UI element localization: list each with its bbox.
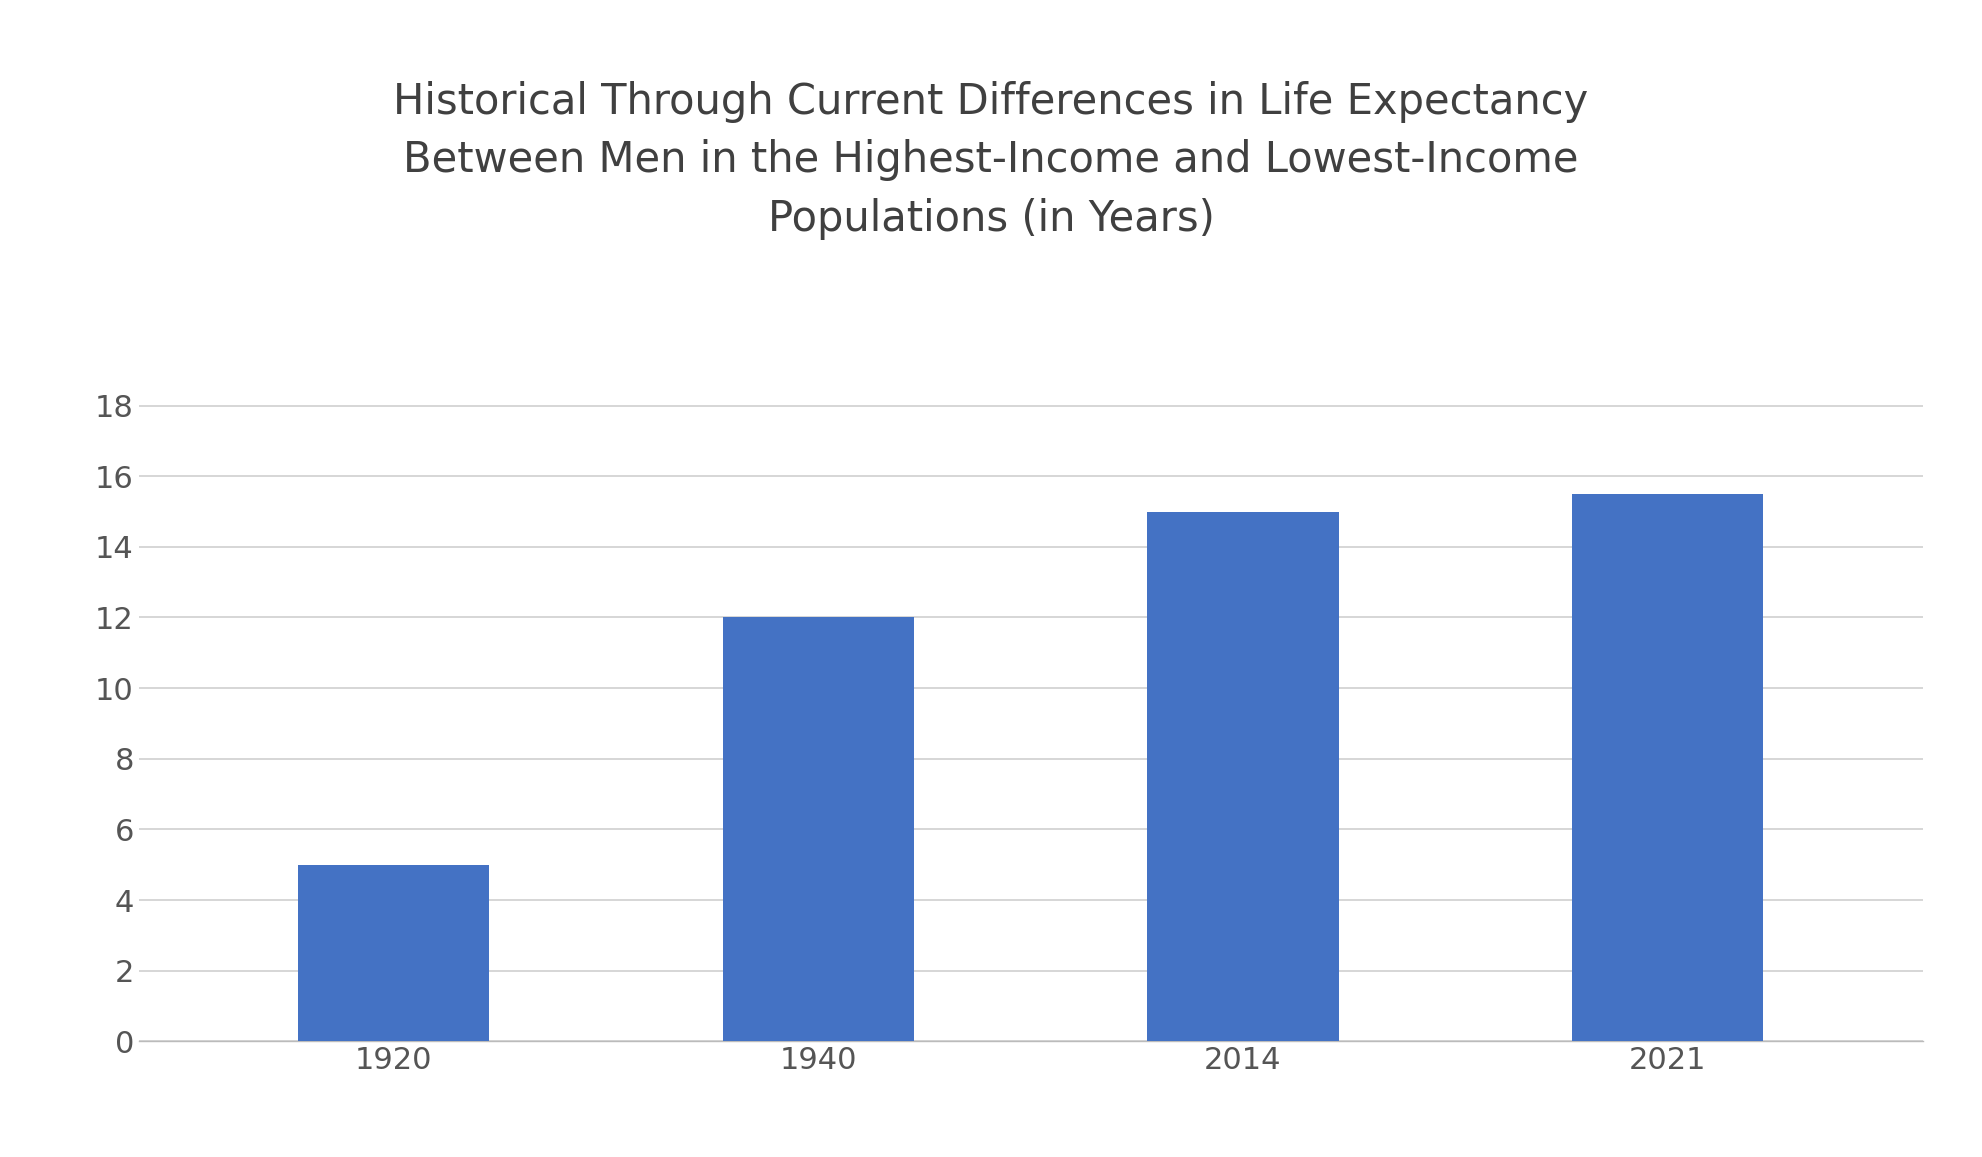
- Bar: [1148, 511, 1338, 1041]
- Bar: [1572, 494, 1764, 1041]
- Bar: [297, 864, 490, 1041]
- Text: Historical Through Current Differences in Life Expectancy
Between Men in the Hig: Historical Through Current Differences i…: [392, 81, 1590, 239]
- Bar: [723, 618, 914, 1041]
